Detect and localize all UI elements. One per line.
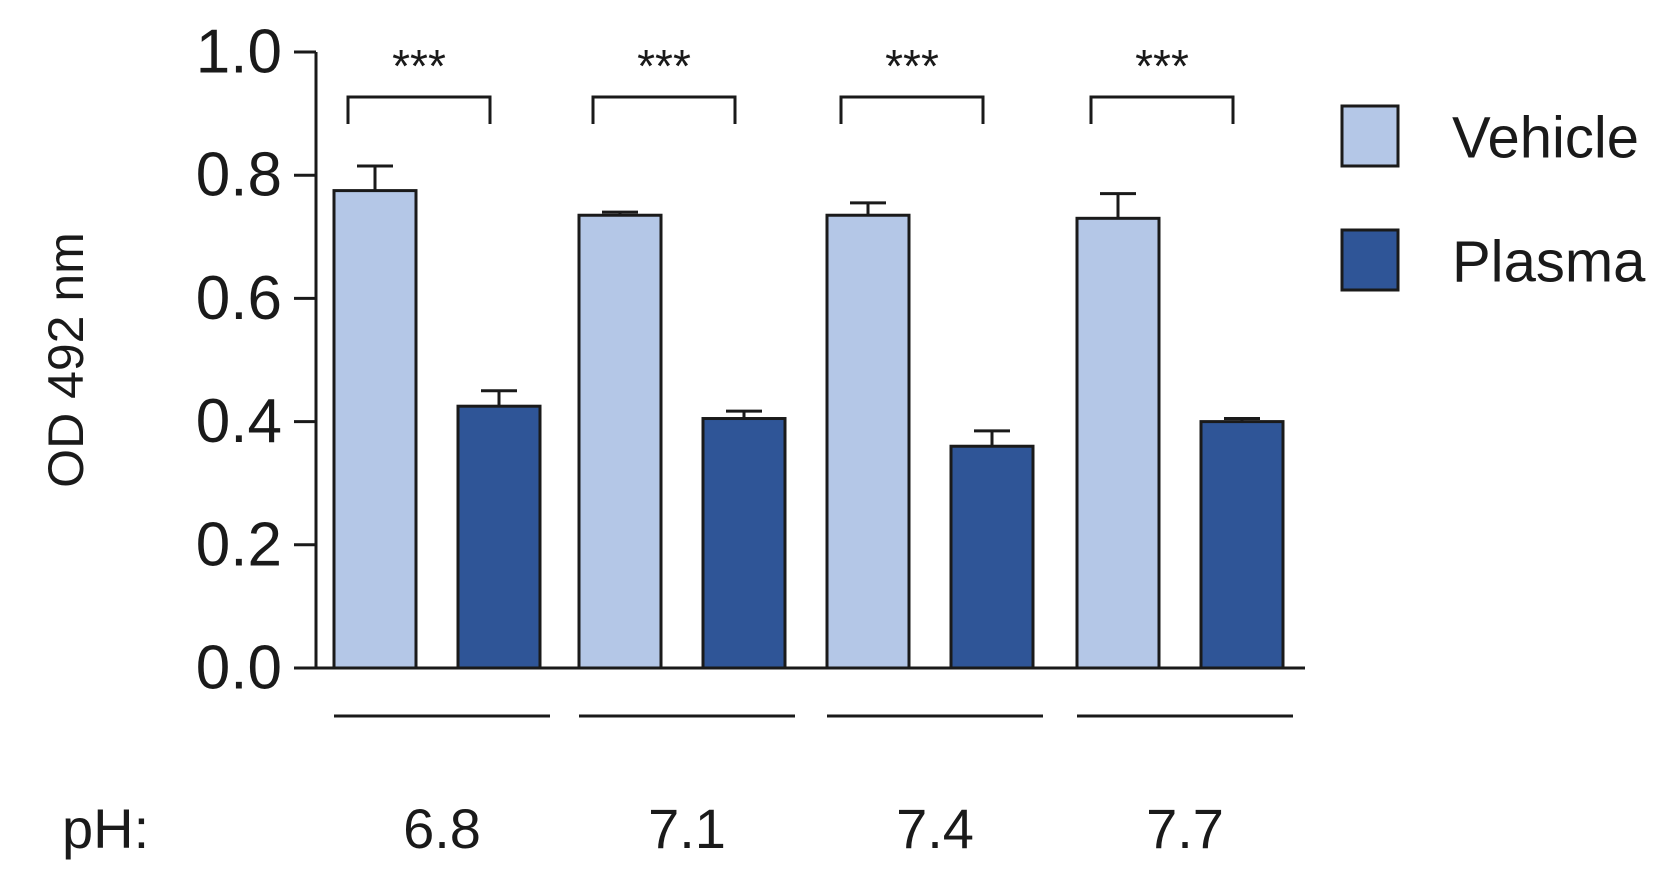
legend-swatch-vehicle — [1340, 104, 1400, 168]
y-tick-label: 0.0 — [196, 634, 282, 703]
x-category-label: 7.7 — [1146, 797, 1224, 860]
legend-label-plasma: Plasma — [1452, 230, 1646, 295]
bar-vehicle-7.7 — [1075, 216, 1161, 670]
significance-label: *** — [392, 40, 446, 92]
significance-bracket — [346, 95, 492, 124]
significance-label: *** — [1135, 40, 1189, 92]
legend-label-vehicle: Vehicle — [1452, 106, 1639, 171]
legend: Vehicle Plasma — [1340, 104, 1646, 295]
y-tick-label: 1.0 — [196, 18, 282, 87]
y-tick-label: 0.6 — [196, 264, 282, 333]
y-ticks: 0.0 0.2 0.4 0.6 0.8 1.0 — [196, 18, 316, 703]
group-labels: 6.8 7.1 7.4 7.7 — [334, 714, 1293, 860]
bar-plasma-7.7 — [1199, 420, 1285, 670]
bar-vehicle-6.8 — [332, 189, 418, 670]
significance-bracket — [591, 95, 737, 124]
y-axis-title: OD 492 nm — [38, 232, 94, 488]
bar-vehicle-7.4 — [825, 213, 911, 670]
legend-swatch-plasma — [1340, 228, 1400, 292]
significance-bracket — [1089, 95, 1235, 124]
error-bars — [357, 164, 1260, 447]
significance-bracket — [839, 95, 985, 124]
significance-brackets: *** *** *** *** — [346, 40, 1235, 124]
y-tick-label: 0.2 — [196, 510, 282, 579]
y-tick-label: 0.8 — [196, 141, 282, 210]
bars — [332, 189, 1285, 670]
x-category-label: 6.8 — [403, 797, 481, 860]
x-category-label: 7.1 — [648, 797, 726, 860]
bar-vehicle-7.1 — [577, 213, 663, 670]
bar-plasma-7.1 — [701, 417, 787, 670]
y-tick-label: 0.4 — [196, 387, 282, 456]
x-category-label: 7.4 — [896, 797, 974, 860]
significance-label: *** — [637, 40, 691, 92]
bar-plasma-7.4 — [949, 444, 1035, 670]
significance-label: *** — [885, 40, 939, 92]
x-prefix-label: pH: — [62, 797, 149, 860]
bar-plasma-6.8 — [456, 404, 542, 670]
